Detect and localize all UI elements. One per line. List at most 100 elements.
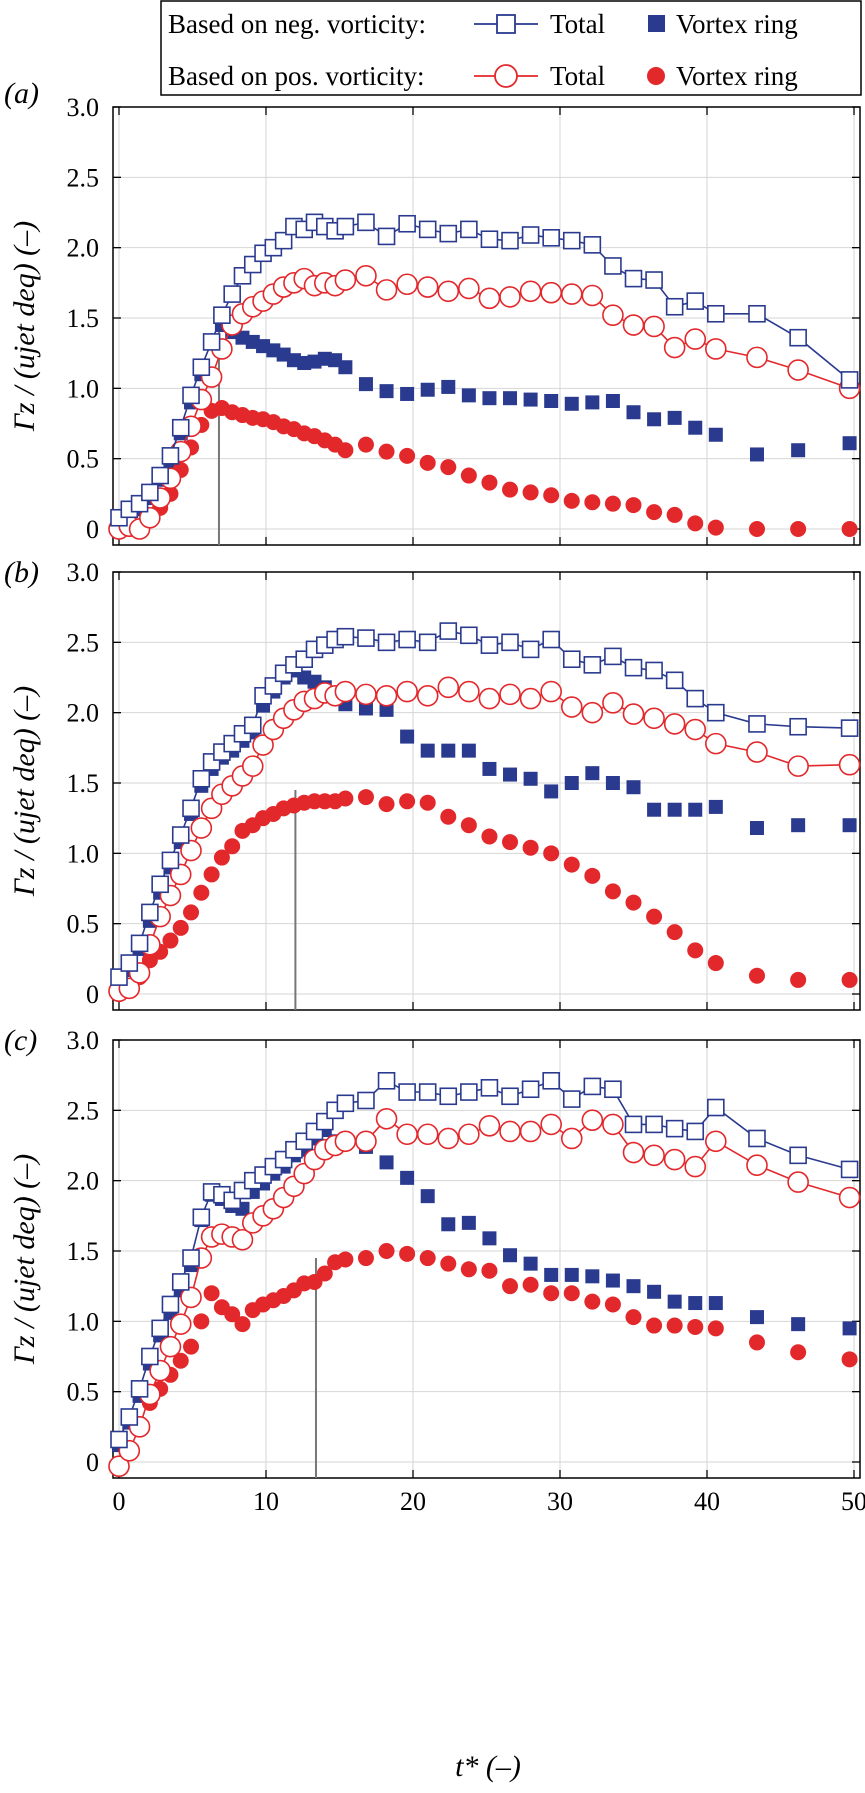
data-point (461, 743, 476, 758)
data-point (523, 392, 538, 407)
x-tick-label: 50 (841, 1487, 865, 1516)
data-point (478, 1115, 501, 1137)
data-point (563, 1285, 580, 1302)
data-point (180, 839, 202, 862)
data-point (171, 826, 190, 844)
data-point (202, 333, 221, 351)
data-point (707, 955, 724, 972)
data-point (667, 410, 682, 425)
data-point (542, 630, 560, 649)
y-tick-label: 2.0 (67, 699, 100, 728)
data-point (151, 875, 169, 894)
data-point (481, 474, 498, 491)
data-point (203, 1285, 220, 1302)
data-point (626, 405, 641, 420)
data-point (419, 1250, 436, 1267)
data-point (604, 883, 621, 900)
data-point (503, 767, 518, 782)
data-point (336, 627, 355, 646)
data-point (441, 743, 456, 758)
data-point (705, 1130, 727, 1153)
data-point (560, 283, 583, 305)
data-point (708, 799, 723, 814)
data-point (355, 683, 377, 706)
data-point (355, 1130, 377, 1153)
data-point (666, 1317, 683, 1334)
data-point (687, 515, 704, 532)
data-point (130, 934, 149, 953)
data-point (841, 1351, 858, 1368)
data-point (626, 1279, 641, 1294)
data-point (841, 521, 858, 537)
data-point (161, 851, 180, 870)
data-point (543, 487, 560, 504)
data-point (643, 1144, 665, 1167)
data-point (746, 1154, 768, 1176)
x-tick-label: 40 (694, 1487, 720, 1516)
data-point (604, 495, 621, 512)
data-point (665, 1119, 684, 1138)
plot-frame (112, 106, 861, 546)
data-point (399, 793, 416, 810)
y-axis-label: Γz / (ujet deq) (–) (8, 686, 41, 897)
data-point (460, 626, 478, 645)
y-tick-label: 1.5 (67, 304, 100, 333)
data-point (625, 1309, 642, 1326)
x-tick-label: 30 (547, 1487, 573, 1516)
data-point (337, 442, 354, 459)
data-point (192, 769, 211, 788)
data-point (647, 1284, 662, 1299)
data-point (398, 214, 416, 233)
y-tick-label: 3.0 (67, 1026, 100, 1055)
legend-neg-ring-marker (648, 15, 665, 32)
data-point (622, 314, 645, 336)
data-point (183, 904, 200, 921)
data-point (338, 360, 353, 375)
data-point (540, 281, 562, 304)
data-point (398, 1083, 416, 1101)
data-point (358, 701, 373, 716)
panel-label: (b) (4, 556, 39, 589)
data-point (746, 346, 768, 369)
y-tick-label: 3.0 (67, 93, 100, 122)
y-tick-label: 0 (86, 1448, 99, 1477)
data-point (480, 1079, 499, 1097)
data-point (252, 734, 274, 756)
data-point (400, 1170, 415, 1185)
data-point (161, 447, 180, 465)
data-point (231, 1228, 254, 1251)
data-point (336, 217, 355, 236)
y-tick-label: 0.5 (67, 445, 100, 474)
series-3 (111, 1243, 858, 1476)
data-point (564, 396, 579, 411)
data-point (396, 273, 418, 296)
data-point (564, 776, 579, 790)
series-0 (110, 1071, 859, 1449)
data-point (379, 384, 394, 399)
data-point (478, 687, 501, 710)
data-point (377, 1071, 396, 1090)
series-line (118, 630, 850, 978)
data-point (564, 1267, 579, 1282)
data-point (400, 386, 415, 401)
data-point (399, 447, 416, 464)
data-point (460, 817, 477, 834)
panel-c: 0 0.5 1.0 1.5 2.0 2.5 3.0 0 10 20 30 40 50 (c) Γz / (u… (4, 1024, 865, 1516)
data-point (478, 287, 501, 310)
data-point (400, 729, 415, 744)
data-point (688, 802, 703, 817)
data-point (460, 1261, 477, 1278)
data-point (480, 230, 499, 249)
data-point (842, 818, 857, 833)
y-tick-label: 0 (86, 515, 99, 544)
data-point (544, 784, 559, 799)
data-point (687, 942, 704, 959)
data-point (625, 894, 642, 911)
data-point (419, 794, 436, 811)
data-point (502, 1278, 519, 1295)
data-point (396, 680, 418, 703)
data-point (684, 328, 707, 350)
legend-neg-ring-text: Vortex ring (676, 9, 798, 39)
data-point (643, 315, 665, 338)
data-point (502, 481, 519, 498)
